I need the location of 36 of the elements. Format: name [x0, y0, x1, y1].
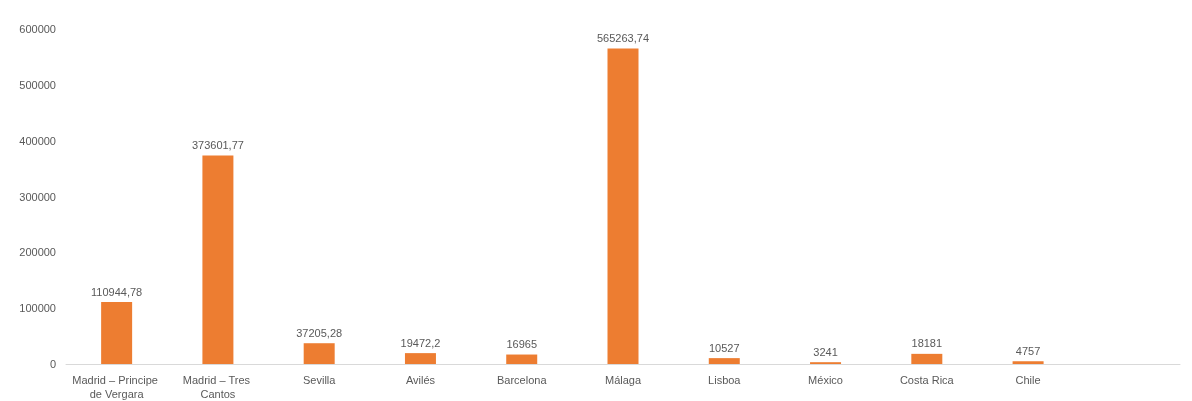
- data-label: 4757: [1015, 344, 1041, 357]
- x-tick-label: Madrid – Tres Cantos: [182, 374, 254, 400]
- x-tick-label: Lisboa: [708, 374, 742, 386]
- data-label: 373601,77: [191, 138, 244, 151]
- bar: [101, 302, 133, 364]
- data-label: 18181: [911, 337, 943, 350]
- x-tick-label: México: [808, 374, 843, 386]
- bar: [607, 48, 639, 364]
- bar: [202, 155, 234, 364]
- y-tick-label: 600000: [19, 23, 56, 35]
- data-label: 16965: [506, 338, 538, 351]
- data-label: 3241: [813, 345, 838, 358]
- data-label: 110944,78: [91, 285, 143, 298]
- data-label: 565263,74: [597, 31, 649, 44]
- y-tick-label: 400000: [19, 134, 56, 147]
- y-tick-label: 0: [49, 358, 56, 370]
- bar: [303, 343, 335, 364]
- bar: [506, 354, 538, 364]
- data-label: 19472,2: [400, 336, 441, 349]
- bar: [911, 353, 943, 364]
- data-label: 37205,28: [296, 326, 343, 339]
- x-tick-label: Madrid – Principe de Vergara: [72, 374, 161, 400]
- y-tick-label: 200000: [19, 246, 56, 259]
- bar: [1012, 361, 1044, 364]
- x-tick-label: Sevilla: [302, 374, 337, 386]
- x-tick-label: Chile: [1015, 374, 1041, 386]
- y-tick-label: 100000: [19, 302, 56, 315]
- x-tick-label: Barcelona: [496, 374, 548, 386]
- y-tick-label: 500000: [19, 78, 56, 91]
- data-label: 10527: [708, 341, 740, 354]
- y-tick-label: 300000: [19, 190, 56, 203]
- x-tick-label: Málaga: [604, 374, 642, 386]
- x-tick-label: Avilés: [405, 374, 436, 386]
- bar: [404, 353, 436, 364]
- x-tick-label: Costa Rica: [899, 374, 955, 386]
- bar: [708, 358, 740, 364]
